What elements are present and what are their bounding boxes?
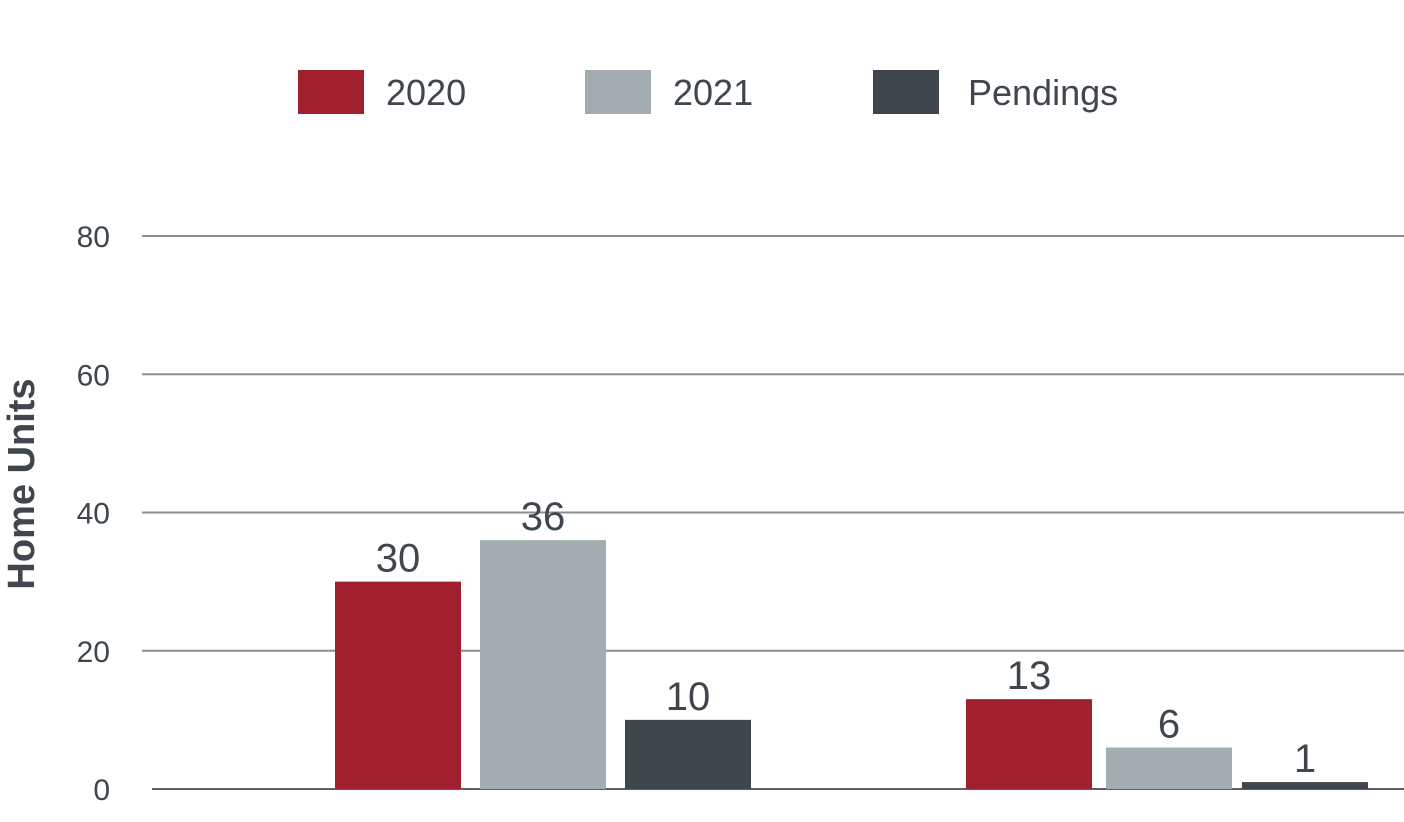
bar <box>480 540 606 789</box>
legend-label: 2020 <box>386 72 466 113</box>
bar <box>625 719 751 789</box>
data-label: 13 <box>1007 654 1052 698</box>
legend-swatch <box>873 70 939 114</box>
bar <box>1242 782 1368 789</box>
y-tick-label: 20 <box>77 636 110 669</box>
legend-swatch <box>585 70 651 114</box>
bar <box>966 699 1092 789</box>
y-tick-label: 80 <box>77 221 110 254</box>
bars <box>335 540 1368 789</box>
gridlines <box>142 235 1404 790</box>
data-label: 1 <box>1294 737 1316 781</box>
legend-label: 2021 <box>673 72 753 113</box>
data-label: 6 <box>1158 703 1180 747</box>
legend-label: Pendings <box>968 72 1118 113</box>
data-label: 30 <box>376 537 421 581</box>
legend: 2020 2021 Pendings <box>298 70 1118 114</box>
bar <box>335 581 461 789</box>
y-tick-label: 0 <box>93 774 110 807</box>
data-label: 10 <box>666 675 711 719</box>
y-axis-title: Home Units <box>1 378 43 589</box>
legend-swatch <box>298 70 364 114</box>
y-tick-label: 40 <box>77 498 110 531</box>
data-label: 36 <box>521 495 566 539</box>
data-labels: 30 13 36 6 10 1 <box>376 495 1316 781</box>
bar <box>1106 747 1232 789</box>
y-tick-label: 60 <box>77 359 110 392</box>
y-axis-ticks: 0 20 40 60 80 <box>77 221 110 807</box>
